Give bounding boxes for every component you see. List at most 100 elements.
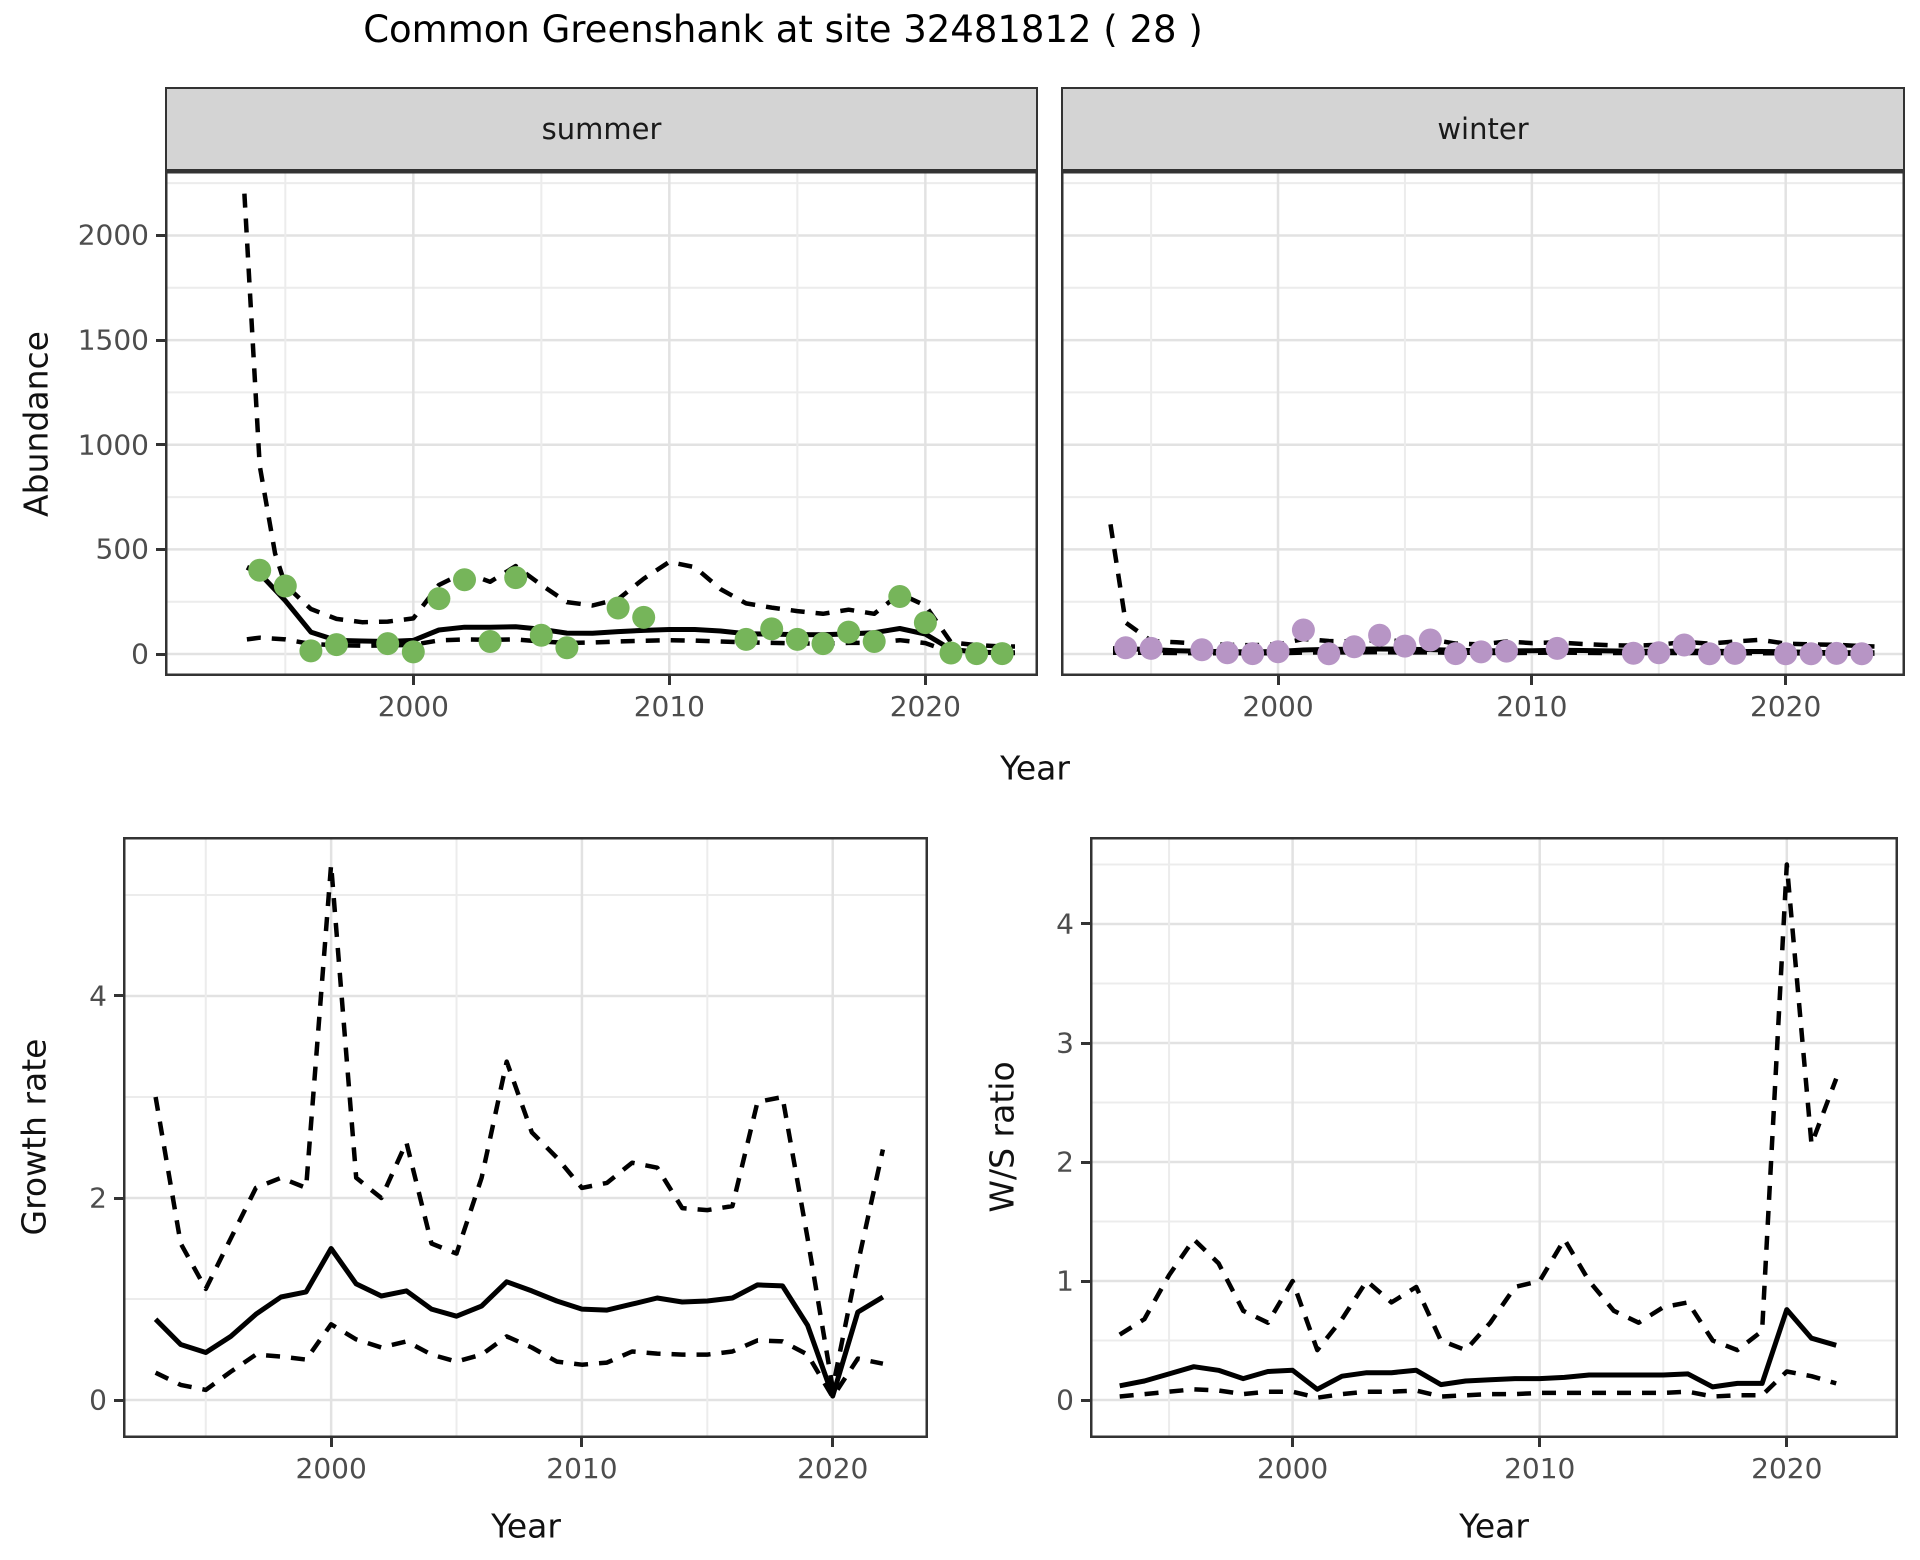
y-tick-label: 3 <box>1056 1026 1074 1060</box>
panel-border <box>1090 837 1898 1438</box>
x-tick-mark <box>1785 1438 1789 1447</box>
x-tick-mark <box>1291 1438 1295 1447</box>
observed-point <box>1469 640 1493 664</box>
observed-point <box>1444 642 1468 666</box>
observed-point <box>888 585 912 608</box>
y-tick-mark <box>1081 1041 1090 1045</box>
y-tick-label: 2 <box>1056 1145 1074 1179</box>
x-tick-mark <box>1784 676 1788 685</box>
observed-point <box>1723 641 1747 665</box>
observed-point <box>1774 642 1798 666</box>
x-tick-label: 2000 <box>295 1452 367 1485</box>
observed-point <box>965 642 989 666</box>
panel-border <box>165 171 1038 676</box>
observed-point <box>1825 641 1848 665</box>
observed-point <box>1850 642 1874 666</box>
observed-point <box>606 596 630 620</box>
x-tick-mark <box>923 676 927 685</box>
y-tick-mark <box>156 652 165 656</box>
x-axis-title-top: Year <box>1000 748 1070 788</box>
ci-lower-line <box>154 1322 884 1400</box>
observed-point <box>1799 642 1823 666</box>
observed-point <box>734 627 758 651</box>
ci-lower-line <box>1119 1369 1837 1400</box>
y-tick-label: 500 <box>95 532 149 566</box>
observed-point <box>1647 641 1671 665</box>
observed-point <box>1393 634 1417 658</box>
panel-abundance-winter <box>1061 171 1905 676</box>
observed-point <box>1495 639 1518 663</box>
observed-point <box>990 642 1014 666</box>
observed-point <box>1215 641 1239 665</box>
x-tick-label: 2000 <box>377 690 449 723</box>
observed-point <box>299 639 323 663</box>
y-tick-mark <box>1081 1160 1090 1164</box>
observed-point <box>1190 638 1214 662</box>
observed-point <box>1368 623 1392 647</box>
x-tick-label: 2020 <box>889 690 961 723</box>
panel-ws-ratio <box>1090 837 1898 1438</box>
x-tick-mark <box>580 1438 584 1447</box>
y-tick-mark <box>1081 922 1090 926</box>
y-tick-mark <box>1081 1279 1090 1283</box>
y-tick-mark <box>1081 1398 1090 1402</box>
y-tick-label: 1000 <box>77 428 149 462</box>
observed-point <box>1241 642 1265 666</box>
facet-strip-winter-label: winter <box>1437 112 1529 146</box>
observed-point <box>760 617 784 641</box>
observed-point <box>478 630 502 653</box>
observed-point <box>376 632 400 656</box>
observed-point <box>248 558 272 582</box>
observed-point <box>837 620 861 644</box>
y-tick-mark <box>114 1196 123 1200</box>
x-tick-mark <box>329 1438 333 1447</box>
x-tick-label: 2020 <box>797 1452 869 1485</box>
x-tick-mark <box>1530 676 1534 685</box>
facet-strip-winter: winter <box>1061 87 1905 171</box>
x-tick-label: 2010 <box>633 690 705 723</box>
y-axis-title-abundance: Abundance <box>16 331 56 517</box>
observed-point <box>427 587 451 611</box>
observed-point <box>1266 640 1290 664</box>
y-tick-mark <box>156 233 165 237</box>
y-tick-mark <box>156 338 165 342</box>
panel-abundance-summer <box>165 171 1038 676</box>
observed-point <box>1291 618 1315 642</box>
observed-point <box>325 633 348 657</box>
x-tick-label: 2010 <box>1504 1452 1576 1485</box>
observed-point <box>1698 642 1721 666</box>
observed-point <box>862 630 886 653</box>
observed-point <box>273 574 297 598</box>
observed-point <box>785 627 809 651</box>
observed-point <box>1114 636 1138 660</box>
ci-upper-line <box>1108 523 1875 649</box>
y-axis-title-ws-ratio: W/S ratio <box>982 1061 1022 1213</box>
x-tick-mark <box>831 1438 835 1447</box>
facet-strip-summer: summer <box>165 87 1038 171</box>
y-tick-label: 1 <box>1056 1264 1074 1298</box>
x-tick-mark <box>411 676 415 685</box>
x-axis-title-growth-rate: Year <box>491 1506 561 1546</box>
observed-point <box>939 641 963 665</box>
observed-point <box>811 632 835 656</box>
facet-strip-summer-label: summer <box>541 112 662 146</box>
y-tick-label: 0 <box>131 637 149 671</box>
x-tick-mark <box>1538 1438 1542 1447</box>
x-tick-label: 2000 <box>1256 1452 1329 1485</box>
observed-point <box>1342 635 1366 659</box>
trend-line <box>1119 1307 1837 1392</box>
observed-point <box>529 623 553 647</box>
y-tick-mark <box>114 1398 123 1402</box>
x-tick-label: 2010 <box>1496 690 1568 723</box>
chart-title: Common Greenshank at site 32481812 ( 28 … <box>363 8 1203 51</box>
y-tick-mark <box>114 994 123 998</box>
ci-upper-line <box>153 862 886 1391</box>
y-tick-label: 2 <box>89 1181 107 1215</box>
x-tick-label: 2010 <box>546 1452 618 1485</box>
x-tick-mark <box>667 676 671 685</box>
observed-point <box>913 611 937 635</box>
y-tick-label: 1500 <box>77 323 149 357</box>
y-tick-label: 2000 <box>77 218 149 252</box>
y-tick-mark <box>156 547 165 551</box>
x-tick-label: 2000 <box>1242 690 1314 723</box>
